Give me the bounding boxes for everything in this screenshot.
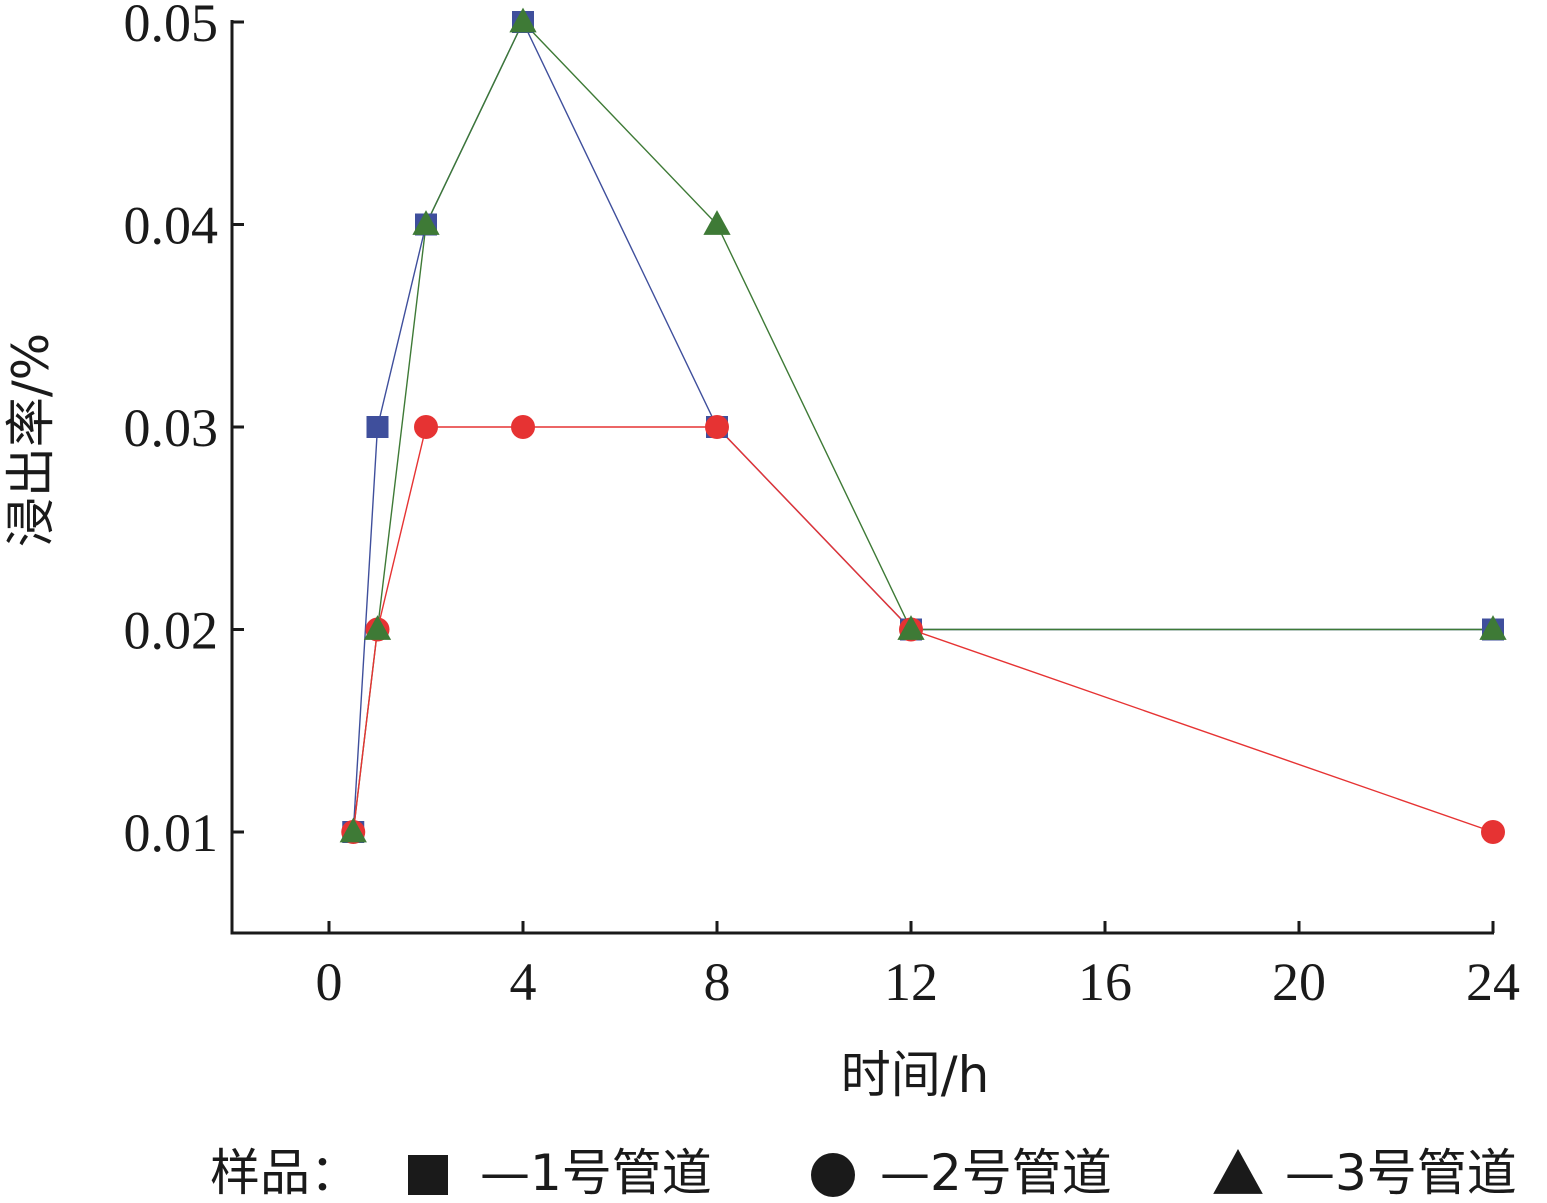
x-axis-label: 时间/h bbox=[841, 1046, 990, 1104]
series-2-point bbox=[1481, 820, 1505, 844]
x-tick-label: 20 bbox=[1272, 952, 1326, 1012]
legend-marker-3 bbox=[1213, 1148, 1263, 1194]
y-tick-label: 0.02 bbox=[124, 601, 219, 661]
legend: 样品： —1号管道 —2号管道 —3号管道 bbox=[210, 1144, 1517, 1202]
series-2-point bbox=[414, 415, 438, 439]
x-tick-label: 0 bbox=[316, 952, 343, 1012]
x-tick-label: 8 bbox=[704, 952, 731, 1012]
x-tick-label: 24 bbox=[1466, 952, 1520, 1012]
legend-entry-1: —1号管道 bbox=[480, 1144, 712, 1202]
series-3-point bbox=[509, 7, 537, 33]
series-3-point bbox=[1479, 615, 1507, 640]
axes bbox=[230, 20, 1494, 935]
series-2-point bbox=[511, 415, 535, 439]
y-tick-label: 0.03 bbox=[124, 398, 219, 458]
legend-marker-1 bbox=[408, 1155, 448, 1195]
y-tick-label: 0.04 bbox=[124, 196, 219, 256]
x-tick-label: 16 bbox=[1078, 952, 1132, 1012]
series-1-point bbox=[366, 416, 389, 438]
series-2-point bbox=[705, 415, 729, 439]
legend-entry-3: —3号管道 bbox=[1285, 1144, 1517, 1202]
legend-marker-2 bbox=[811, 1153, 855, 1197]
legend-prefix: 样品： bbox=[210, 1144, 360, 1202]
y-tick-label: 0.01 bbox=[124, 803, 219, 863]
ticks: 0.01 0.02 0.03 0.04 0.05 0 4 8 12 16 20 24 bbox=[124, 0, 1521, 1012]
series-3-point bbox=[363, 615, 392, 640]
series-3-point bbox=[703, 210, 731, 235]
series-3-point bbox=[897, 615, 925, 640]
series-3-point bbox=[412, 210, 440, 235]
x-tick-label: 4 bbox=[510, 952, 537, 1012]
legend-entry-2: —2号管道 bbox=[880, 1144, 1112, 1202]
series-markers bbox=[339, 7, 1507, 844]
y-tick-label: 0.05 bbox=[124, 0, 219, 53]
y-axis-label: 浸出率/% bbox=[2, 333, 60, 547]
series-3-point bbox=[339, 817, 367, 843]
x-tick-label: 12 bbox=[884, 952, 938, 1012]
